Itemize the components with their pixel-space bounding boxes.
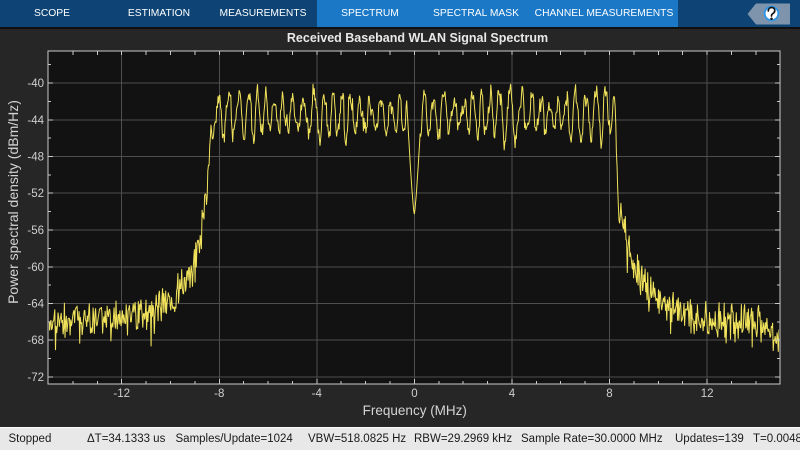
svg-text:-68: -68 — [27, 335, 44, 347]
svg-text:-12: -12 — [113, 388, 130, 400]
svg-text:0: 0 — [411, 388, 417, 400]
svg-text:-72: -72 — [27, 372, 44, 384]
svg-text:8: 8 — [606, 388, 612, 400]
svg-text:12: 12 — [701, 388, 714, 400]
svg-text:-64: -64 — [27, 299, 44, 311]
svg-text:-52: -52 — [27, 188, 44, 200]
svg-text:-60: -60 — [27, 262, 44, 274]
svg-text:-4: -4 — [312, 388, 323, 400]
svg-text:Frequency (MHz): Frequency (MHz) — [363, 403, 467, 418]
svg-text:-56: -56 — [27, 225, 44, 237]
svg-text:-8: -8 — [214, 388, 224, 400]
svg-text:-40: -40 — [27, 78, 44, 90]
svg-text:Power spectral density (dBm/Hz: Power spectral density (dBm/Hz) — [5, 100, 21, 304]
svg-text:4: 4 — [509, 388, 516, 400]
svg-text:-48: -48 — [27, 152, 44, 164]
svg-text:-44: -44 — [27, 115, 44, 127]
